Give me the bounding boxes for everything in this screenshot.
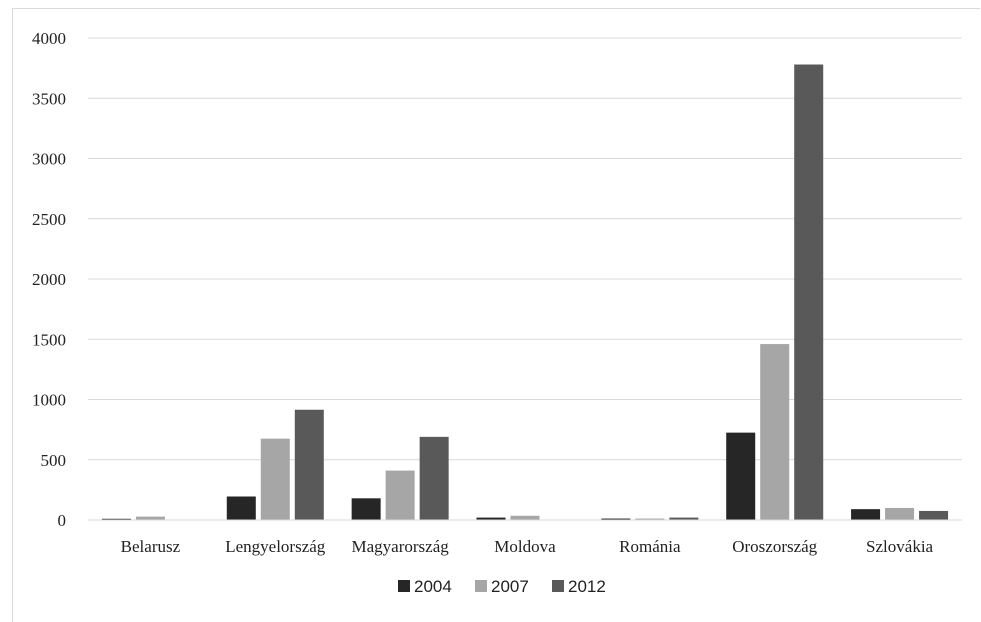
bar-2004: [351, 498, 381, 520]
bar-2007: [260, 438, 290, 520]
x-category-label: Lengyelország: [225, 537, 326, 556]
legend-swatch: [475, 580, 487, 592]
bar-2007: [135, 516, 165, 520]
bar-2012: [919, 510, 949, 520]
y-tick-label: 500: [41, 451, 67, 470]
legend: 2004 2007 2012: [398, 577, 606, 596]
legend-label: 2007: [491, 577, 529, 596]
x-axis: Belarusz Lengyelország Magyarország Moldova…: [121, 537, 934, 556]
y-tick-label: 4000: [32, 29, 66, 48]
bar-2007: [885, 507, 915, 520]
legend-swatch: [552, 580, 564, 592]
bar-2004: [601, 518, 631, 520]
bar-2007: [635, 518, 665, 520]
x-category-label: Oroszország: [732, 537, 817, 556]
y-tick-label: 3500: [32, 89, 66, 108]
x-category-label: Moldova: [494, 537, 556, 556]
bar-2004: [851, 509, 881, 520]
bar-2007: [510, 515, 540, 520]
y-tick-label: 1500: [32, 330, 66, 349]
chart-frame: [12, 8, 980, 622]
bar-2007: [385, 470, 415, 520]
y-axis: 0 500 1000 1500 2000 2500 3000 3500 4000: [32, 29, 66, 530]
y-tick-label: 1000: [32, 391, 66, 410]
bar-2012: [794, 64, 824, 520]
y-tick-label: 2000: [32, 270, 66, 289]
bar-2004: [726, 432, 756, 520]
legend-swatch: [398, 580, 410, 592]
bar-2012: [669, 517, 699, 520]
x-category-label: Románia: [619, 537, 681, 556]
grid-lines: [88, 37, 962, 461]
bar-2004: [226, 496, 256, 520]
x-category-label: Magyarország: [352, 537, 450, 556]
bar-2004: [476, 517, 506, 520]
y-tick-label: 2500: [32, 210, 66, 229]
bar-2004: [101, 518, 131, 520]
y-tick-label: 3000: [32, 150, 66, 169]
bar-2012: [294, 409, 324, 520]
x-category-label: Belarusz: [121, 537, 181, 556]
bar-2012: [419, 436, 449, 520]
legend-label: 2012: [568, 577, 606, 596]
y-tick-label: 0: [58, 511, 67, 530]
bars: [101, 64, 949, 520]
legend-label: 2004: [414, 577, 452, 596]
x-category-label: Szlovákia: [866, 537, 933, 556]
bar-2007: [760, 344, 790, 520]
